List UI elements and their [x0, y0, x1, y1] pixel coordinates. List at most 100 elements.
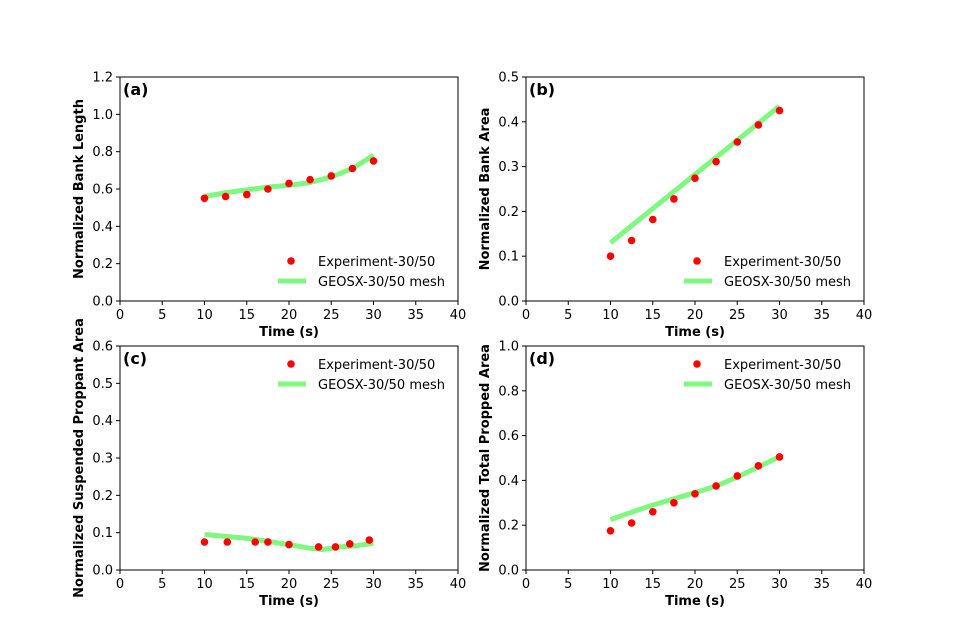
x-tick-label: 40: [856, 577, 873, 592]
y-tick-label: 1.0: [92, 108, 113, 123]
x-tick-label: 5: [158, 308, 166, 323]
x-tick-label: 25: [323, 577, 340, 592]
experiment-point: [331, 543, 340, 551]
x-axis-label: Time (s): [259, 594, 319, 609]
y-tick-label: 0.8: [92, 145, 113, 160]
x-tick-label: 40: [856, 308, 873, 323]
y-tick-label: 0.0: [92, 295, 113, 310]
experiment-point: [712, 157, 720, 166]
legend-marker-experiment: [287, 257, 295, 265]
experiment-point: [754, 462, 763, 470]
x-tick-label: 40: [450, 308, 467, 323]
experiment-point: [285, 540, 293, 549]
x-tick-label: 0: [116, 308, 124, 323]
experiment-point: [670, 499, 678, 507]
x-axis-label: Time (s): [665, 325, 725, 340]
y-tick-label: 0.6: [498, 429, 519, 444]
x-axis-label: Time (s): [665, 594, 725, 609]
x-tick-label: 10: [602, 577, 619, 592]
experiment-point: [649, 215, 657, 224]
experiment-point: [243, 190, 251, 199]
experiment-point: [733, 472, 742, 480]
experiment-point: [314, 543, 323, 551]
x-tick-label: 25: [729, 577, 746, 592]
panel-label: (c): [123, 349, 147, 368]
panel-label: (d): [529, 349, 555, 368]
y-tick-label: 0.5: [498, 71, 519, 86]
experiment-point: [327, 172, 336, 180]
y-tick-label: 0.3: [92, 452, 113, 467]
x-tick-label: 20: [281, 577, 298, 592]
legend-marker-experiment: [693, 257, 701, 265]
experiment-point: [691, 174, 699, 182]
x-tick-label: 30: [365, 577, 382, 592]
subplot-a: 0 5 10 15 20 25 30 35 40 0.0 0.2 0.4 0.6 0.8 1.0 1.2 Tim…: [72, 71, 466, 341]
x-axis-label: Time (s): [259, 325, 319, 340]
experiment-point: [365, 536, 374, 544]
x-tick-label: 0: [522, 308, 530, 323]
y-tick-label: 1.0: [498, 340, 519, 355]
experiment-point: [775, 106, 784, 115]
x-tick-label: 10: [196, 577, 213, 592]
x-tick-label: 40: [450, 577, 467, 592]
x-tick-label: 15: [238, 308, 255, 323]
x-tick-label: 10: [602, 308, 619, 323]
x-tick-label: 5: [564, 308, 572, 323]
experiment-point: [251, 538, 259, 546]
legend-label: GEOSX-30/50 mesh: [724, 275, 851, 290]
y-tick-label: 0.8: [498, 384, 519, 399]
experiment-point: [606, 527, 615, 535]
y-tick-label: 0.2: [92, 489, 113, 504]
y-tick-label: 0.2: [498, 519, 519, 534]
experiment-point: [200, 194, 209, 203]
x-tick-label: 20: [687, 577, 704, 592]
subplot-c: 0 5 10 15 20 25 30 35 40 0.0 0.1 0.2 0.3 0.4 0.5 0.6 Tim…: [72, 318, 466, 609]
legend: Experiment-30/50 GEOSX-30/50 mesh: [278, 255, 445, 290]
legend-label: Experiment-30/50: [724, 255, 841, 270]
legend-label: GEOSX-30/50 mesh: [318, 378, 445, 393]
y-tick-label: 0.1: [498, 250, 519, 265]
experiment-point: [346, 540, 354, 548]
legend: Experiment-30/50 GEOSX-30/50 mesh: [684, 358, 851, 393]
experiment-point: [306, 175, 314, 184]
x-tick-label: 30: [771, 308, 788, 323]
x-tick-label: 0: [116, 577, 124, 592]
experiment-point: [627, 236, 636, 245]
y-axis-label: Normalized Total Propped Area: [478, 344, 493, 572]
y-tick-label: 0.2: [498, 205, 519, 220]
y-tick-label: 0.6: [92, 340, 113, 355]
x-tick-label: 10: [196, 308, 213, 323]
experiment-point: [649, 508, 657, 516]
panel-label: (a): [123, 80, 148, 99]
experiment-point: [733, 138, 742, 146]
y-axis-label: Normalized Bank Length: [72, 99, 87, 279]
y-tick-label: 0.0: [498, 564, 519, 579]
experiment-point: [221, 192, 230, 201]
x-tick-label: 5: [158, 577, 166, 592]
model-line: [609, 454, 781, 522]
x-tick-label: 30: [365, 308, 382, 323]
experiment-point: [200, 538, 209, 546]
x-tick-label: 15: [238, 577, 255, 592]
legend-label: GEOSX-30/50 mesh: [318, 275, 445, 290]
experiment-point: [691, 490, 699, 498]
x-tick-label: 35: [407, 577, 424, 592]
x-tick-label: 0: [522, 577, 530, 592]
experiment-point: [606, 252, 615, 260]
x-tick-label: 15: [644, 308, 661, 323]
y-axis-label: Normalized Suspended Proppant Area: [72, 318, 87, 598]
y-tick-label: 0.1: [92, 526, 113, 541]
x-tick-label: 30: [771, 577, 788, 592]
x-tick-label: 35: [407, 308, 424, 323]
panel-label: (b): [529, 80, 555, 99]
experiment-point: [775, 453, 784, 461]
subplot-d: 0 5 10 15 20 25 30 35 40 0.0 0.2 0.4 0.6 0.8 1.0 Time (…: [478, 340, 872, 610]
model-line: [204, 153, 375, 199]
subplot-b: 0 5 10 15 20 25 30 35 40 0.0 0.1 0.2 0.3 0.4 0.5 Time (…: [478, 71, 872, 341]
x-tick-label: 5: [564, 577, 572, 592]
legend-label: Experiment-30/50: [318, 255, 435, 270]
x-tick-label: 20: [687, 308, 704, 323]
experiment-point: [369, 157, 378, 165]
y-tick-label: 0.0: [92, 564, 113, 579]
